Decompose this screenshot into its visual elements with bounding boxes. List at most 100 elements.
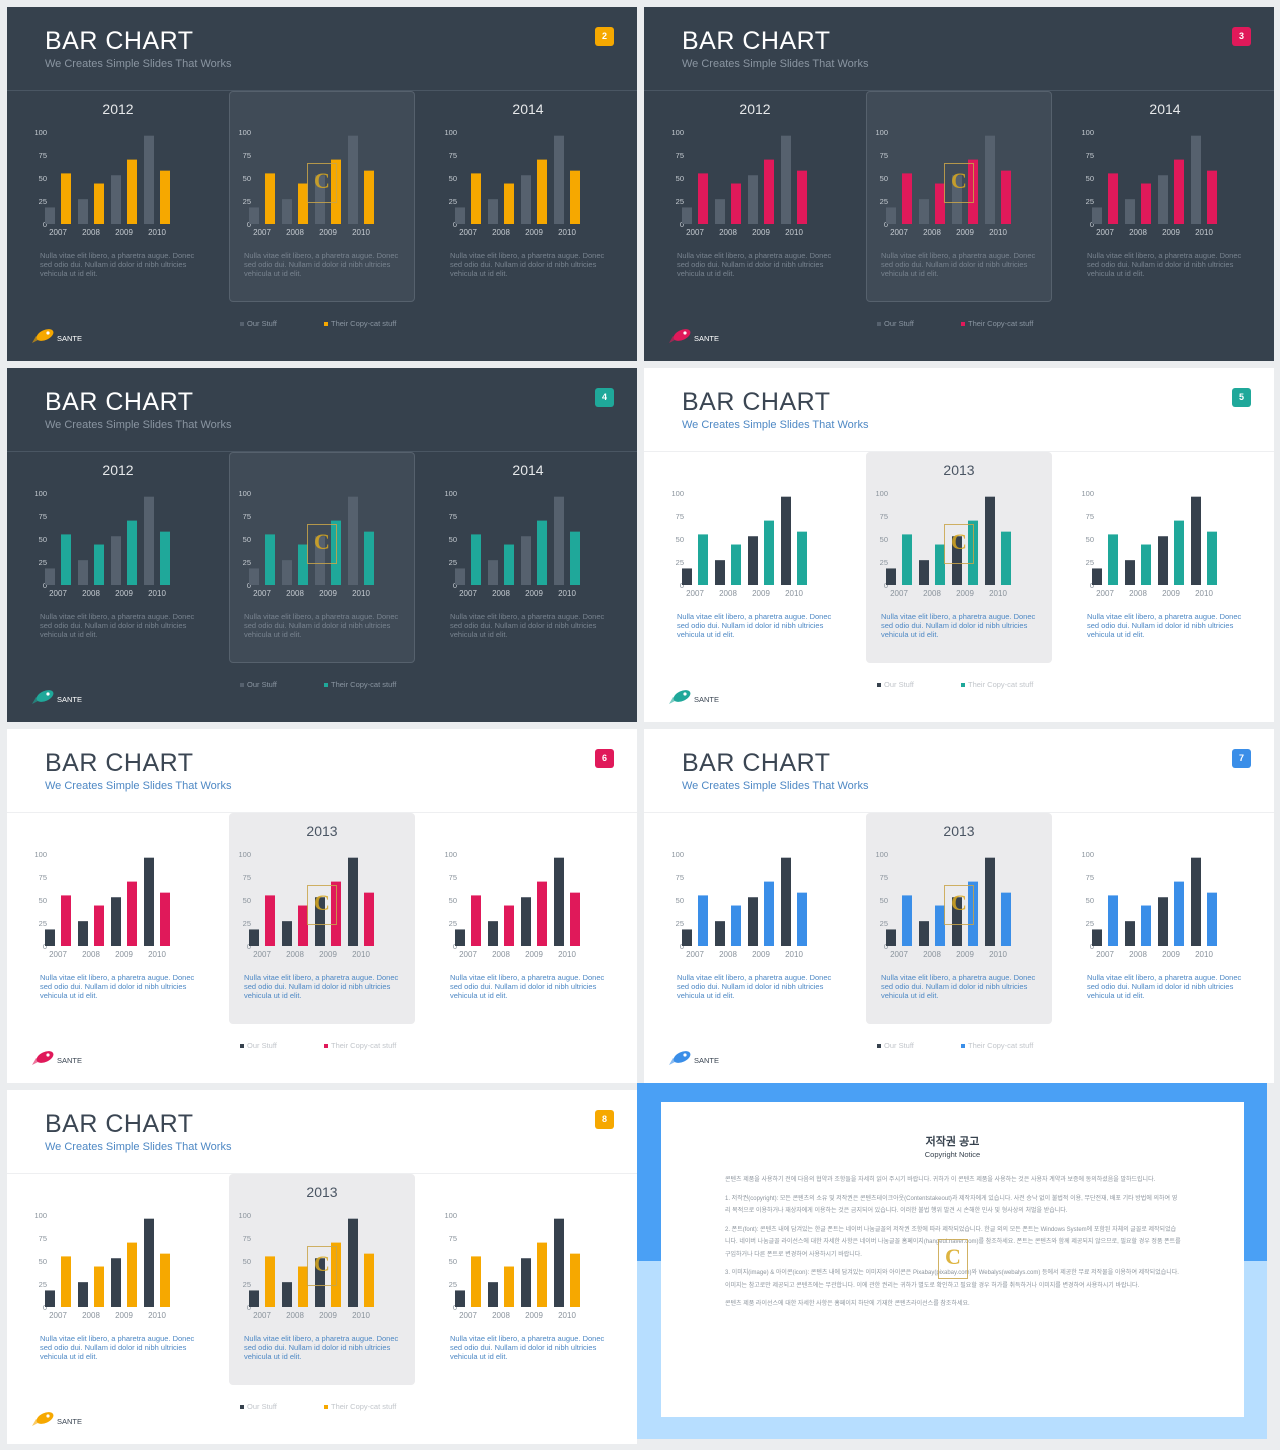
bar-their-stuff bbox=[298, 544, 308, 585]
bar-our-stuff bbox=[111, 175, 121, 224]
bar-our-stuff bbox=[1158, 536, 1168, 585]
y-tick-label: 50 bbox=[676, 535, 684, 544]
notice-paragraph: 3. 이미지(image) & 아이콘(icon): 콘텐츠 내에 담겨있는 이… bbox=[725, 1270, 1179, 1289]
y-tick-label: 50 bbox=[1086, 896, 1094, 905]
bar-their-stuff bbox=[471, 173, 481, 224]
x-tick-label: 2009 bbox=[752, 950, 770, 959]
y-tick-label: 100 bbox=[444, 850, 457, 859]
bar-chart: 0 25 50 75 100 2007 2008 2009 2010 Nulla vitae el… bbox=[435, 1174, 621, 1385]
y-tick-label: 0 bbox=[453, 942, 457, 951]
y-tick-label: 100 bbox=[444, 1211, 457, 1220]
bar-our-stuff bbox=[282, 199, 292, 224]
bar-their-stuff bbox=[61, 895, 71, 946]
x-tick-label: 2009 bbox=[525, 589, 543, 598]
watermark-logo: C bbox=[307, 163, 337, 203]
chart-title: 2012 bbox=[102, 101, 134, 117]
bar-their-stuff bbox=[570, 892, 580, 946]
x-tick-label: 2008 bbox=[1129, 950, 1147, 959]
bar-chart: 0 25 50 75 100 2007 2008 2009 2010 Nulla vitae el… bbox=[1072, 452, 1258, 663]
y-tick-label: 0 bbox=[680, 581, 684, 590]
slide: BAR CHART We Creates Simple Slides That W… bbox=[7, 729, 637, 1083]
y-tick-label: 25 bbox=[449, 1280, 457, 1289]
logo-text: SANTE bbox=[57, 1417, 83, 1426]
sante-logo: SANTE bbox=[30, 1049, 90, 1069]
bar-chart-svg: 0 25 50 75 100 2007 2008 2009 2010 bbox=[671, 489, 807, 598]
sante-logo: SANTE bbox=[30, 327, 90, 347]
y-tick-label: 25 bbox=[39, 197, 47, 206]
y-tick-label: 0 bbox=[1090, 942, 1094, 951]
x-tick-label: 2007 bbox=[459, 589, 477, 598]
y-tick-label: 50 bbox=[39, 1257, 47, 1266]
bar-their-stuff bbox=[731, 905, 741, 946]
bar-our-stuff bbox=[488, 921, 498, 946]
y-tick-label: 100 bbox=[238, 850, 251, 859]
header-divider bbox=[7, 812, 637, 813]
y-tick-label: 75 bbox=[39, 512, 47, 521]
y-tick-label: 0 bbox=[453, 581, 457, 590]
watermark-logo: C bbox=[307, 885, 337, 925]
y-tick-label: 25 bbox=[449, 558, 457, 567]
slide-number-badge: 3 bbox=[1232, 27, 1251, 46]
x-tick-label: 2009 bbox=[525, 950, 543, 959]
bar-our-stuff bbox=[1092, 207, 1102, 224]
legend-label: Our Stuff bbox=[884, 680, 914, 689]
bar-our-stuff bbox=[144, 857, 154, 946]
bar-our-stuff bbox=[554, 135, 564, 224]
bar-their-stuff bbox=[160, 1253, 170, 1307]
y-tick-label: 100 bbox=[671, 128, 684, 137]
bar-chart-svg: 0 25 50 75 100 2007 2008 2009 2010 bbox=[34, 850, 170, 959]
x-tick-label: 2008 bbox=[82, 228, 100, 237]
chart-description: Nulla vitae elit libero, a pharetra augu… bbox=[244, 973, 399, 1000]
chart-description: Nulla vitae elit libero, a pharetra augu… bbox=[881, 973, 1036, 1000]
y-tick-label: 75 bbox=[39, 873, 47, 882]
bar-our-stuff bbox=[715, 560, 725, 585]
bar-our-stuff bbox=[554, 1218, 564, 1307]
chart-title: 2013 bbox=[943, 823, 975, 839]
x-tick-label: 2009 bbox=[319, 1311, 337, 1320]
bar-their-stuff bbox=[265, 173, 275, 224]
bar-their-stuff bbox=[471, 895, 481, 946]
bar-our-stuff bbox=[78, 199, 88, 224]
x-tick-label: 2007 bbox=[1096, 589, 1114, 598]
y-tick-label: 100 bbox=[444, 128, 457, 137]
y-tick-label: 50 bbox=[243, 896, 251, 905]
sante-logo: SANTE bbox=[667, 327, 727, 347]
notice-paragraph: 2. 폰트(font): 콘텐츠 내에 담겨있는 한글 폰트는 네이버 나눔글꼴… bbox=[725, 1226, 1181, 1258]
bar-their-stuff bbox=[1207, 892, 1217, 946]
y-tick-label: 75 bbox=[676, 512, 684, 521]
rocket-icon bbox=[32, 329, 54, 343]
chart-description: Nulla vitae elit libero, a pharetra augu… bbox=[450, 1334, 605, 1361]
chart-description: Nulla vitae elit libero, a pharetra augu… bbox=[244, 251, 399, 278]
x-tick-label: 2010 bbox=[352, 950, 370, 959]
legend-label: Our Stuff bbox=[884, 1041, 914, 1050]
x-tick-label: 2007 bbox=[459, 1311, 477, 1320]
x-tick-label: 2007 bbox=[49, 589, 67, 598]
bar-their-stuff bbox=[1174, 159, 1184, 224]
x-tick-label: 2010 bbox=[1195, 950, 1213, 959]
bar-chart: 0 25 50 75 100 2007 2008 2009 2010 Nulla vitae el… bbox=[662, 813, 848, 1024]
x-tick-label: 2007 bbox=[1096, 950, 1114, 959]
bar-their-stuff bbox=[764, 881, 774, 946]
y-tick-label: 50 bbox=[39, 896, 47, 905]
bar-our-stuff bbox=[715, 199, 725, 224]
legend-swatch bbox=[240, 683, 244, 688]
y-tick-label: 100 bbox=[34, 850, 47, 859]
chart-description: Nulla vitae elit libero, a pharetra augu… bbox=[40, 251, 195, 278]
x-tick-label: 2007 bbox=[253, 589, 271, 598]
notice-paragraph: 1. 저작권(copyright): 모든 콘텐츠의 소유 및 저작권은 콘텐츠… bbox=[725, 1195, 1178, 1215]
chart-description: Nulla vitae elit libero, a pharetra augu… bbox=[450, 612, 605, 639]
x-tick-label: 2007 bbox=[253, 1311, 271, 1320]
x-tick-label: 2010 bbox=[148, 1311, 166, 1320]
x-tick-label: 2008 bbox=[719, 228, 737, 237]
bar-their-stuff bbox=[298, 905, 308, 946]
y-tick-label: 100 bbox=[238, 1211, 251, 1220]
x-tick-label: 2010 bbox=[148, 589, 166, 598]
bar-chart-svg: 0 25 50 75 100 2007 2008 2009 2010 bbox=[444, 1211, 580, 1320]
x-tick-label: 2010 bbox=[558, 1311, 576, 1320]
y-tick-label: 100 bbox=[238, 128, 251, 137]
slide-number-badge: 8 bbox=[595, 1110, 614, 1129]
bar-their-stuff bbox=[731, 544, 741, 585]
y-tick-label: 25 bbox=[243, 919, 251, 928]
legend-label: Our Stuff bbox=[884, 319, 914, 328]
legend-label: Their Copy-cat stuff bbox=[331, 1041, 397, 1050]
